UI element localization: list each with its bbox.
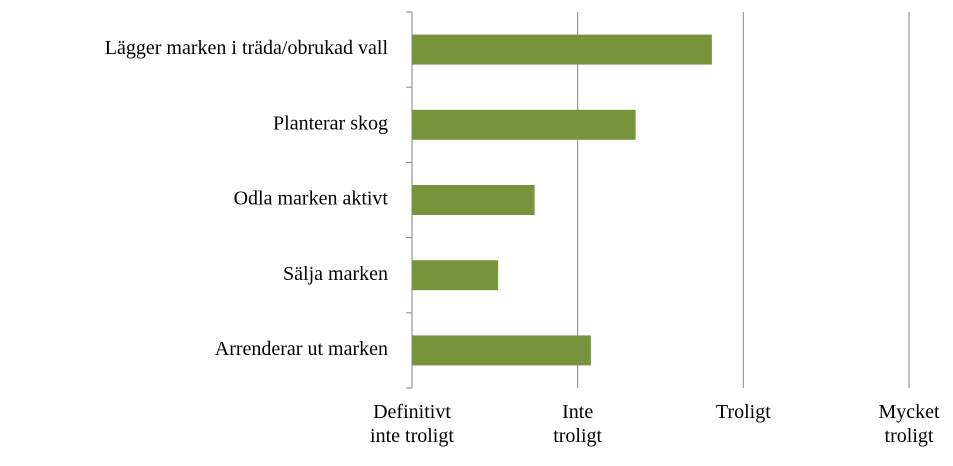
bar: [412, 109, 636, 140]
y-tick-label: Lägger marken i träda/obrukad vall: [105, 37, 389, 59]
x-tick-label: Mycket troligt: [878, 401, 940, 447]
y-tick-label: Planterar skog: [273, 112, 388, 134]
x-tick-label: Troligt: [715, 401, 771, 423]
y-tick-label: Sälja marken: [283, 263, 388, 285]
x-tick-label: Definitivt inte troligt: [370, 401, 454, 447]
bar: [412, 34, 712, 65]
bar: [412, 335, 591, 366]
x-tick-label: Inte troligt: [553, 401, 603, 447]
bar: [412, 185, 535, 215]
bar: [412, 260, 499, 291]
y-tick-label: Odla marken aktivt: [234, 188, 389, 210]
y-tick-label: Arrenderar ut marken: [215, 338, 388, 360]
